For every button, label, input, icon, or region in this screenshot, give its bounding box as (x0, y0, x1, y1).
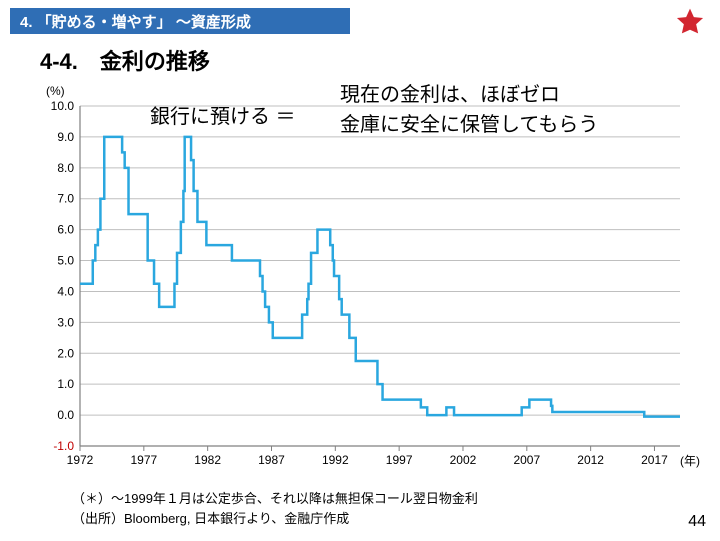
svg-text:3.0: 3.0 (57, 315, 74, 329)
svg-text:2017: 2017 (641, 453, 668, 466)
page-number: 44 (688, 513, 706, 531)
svg-text:0.0: 0.0 (57, 408, 74, 422)
svg-text:1977: 1977 (130, 453, 157, 466)
svg-text:2.0: 2.0 (57, 346, 74, 360)
footnote-2: （出所）Bloomberg, 日本銀行より、金融庁作成 (72, 508, 349, 527)
x-axis-unit: (年) (680, 452, 700, 469)
svg-text:4.0: 4.0 (57, 284, 74, 298)
svg-text:1.0: 1.0 (57, 377, 74, 391)
svg-text:8.0: 8.0 (57, 161, 74, 175)
svg-text:5.0: 5.0 (57, 254, 74, 268)
line-chart: -1.0 0.0 1.0 2.0 3.0 4.0 5.0 6.0 7.0 8.0 9.0 10.0 19… (34, 86, 694, 466)
svg-text:6.0: 6.0 (57, 223, 74, 237)
svg-text:1987: 1987 (258, 453, 285, 466)
svg-text:9.0: 9.0 (57, 130, 74, 144)
section-header: 4. 「貯める・増やす」 ～資産形成 (10, 8, 350, 34)
svg-text:1972: 1972 (67, 453, 94, 466)
svg-text:2007: 2007 (513, 453, 540, 466)
page-title: 4-4. 金利の推移 (40, 44, 210, 76)
svg-text:-1.0: -1.0 (53, 439, 74, 453)
svg-text:7.0: 7.0 (57, 192, 74, 206)
svg-text:1982: 1982 (194, 453, 221, 466)
chart-container: -1.0 0.0 1.0 2.0 3.0 4.0 5.0 6.0 7.0 8.0 9.0 10.0 19… (34, 86, 694, 466)
svg-text:10.0: 10.0 (51, 99, 75, 113)
svg-text:2012: 2012 (577, 453, 604, 466)
svg-text:2002: 2002 (450, 453, 477, 466)
star-icon (674, 6, 706, 38)
section-header-title: 4. 「貯める・増やす」 ～資産形成 (20, 11, 251, 32)
svg-text:1992: 1992 (322, 453, 349, 466)
footnote-1: （＊）～1999年１月は公定歩合、それ以降は無担保コール翌日物金利 (72, 488, 478, 507)
svg-text:1997: 1997 (386, 453, 413, 466)
